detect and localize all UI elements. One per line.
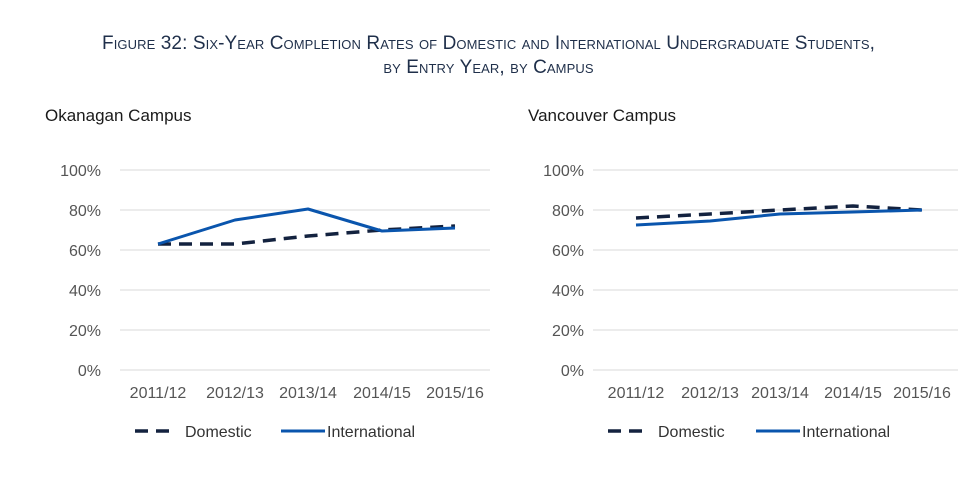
vancouver-chart-panel: Vancouver Campus 0% 20% 40% 60% 80% 100% 2011/… [528, 98, 968, 478]
vancouver-domestic-series-line [635, 204, 923, 220]
vancouver-chart-svg: 0% 20% 40% 60% 80% 100% 2011/12 2012/13 2013/14 2… [543, 163, 958, 441]
okanagan-y-tick-label: 80% [69, 203, 101, 220]
okanagan-y-tick-label: 60% [69, 243, 101, 260]
okanagan-y-tick-label: 20% [69, 323, 101, 340]
vancouver-y-tick-label: 20% [552, 323, 584, 340]
vancouver-y-tick-label: 80% [552, 203, 584, 220]
vancouver-y-tick-label: 0% [561, 363, 584, 380]
okanagan-international-series-line [157, 207, 456, 246]
okanagan-chart-panel: Okanagan Campus 0% 20% 40% 60% 80% 100% 2011/1… [45, 98, 495, 478]
vancouver-legend-domestic-label: Domestic [658, 424, 725, 441]
vancouver-y-tick-label: 60% [552, 243, 584, 260]
okanagan-y-tick-label: 40% [69, 283, 101, 300]
okanagan-x-tick-label: 2014/15 [353, 385, 411, 402]
vancouver-x-tick-label: 2015/16 [893, 385, 951, 402]
okanagan-chart-title: Okanagan Campus [45, 106, 192, 125]
vancouver-international-series-line [635, 208, 923, 227]
okanagan-x-tick-label: 2015/16 [426, 385, 484, 402]
vancouver-legend-international-label: International [802, 424, 890, 441]
vancouver-x-tick-label: 2013/14 [751, 385, 809, 402]
okanagan-y-tick-label: 0% [78, 363, 101, 380]
okanagan-chart-svg: 0% 20% 40% 60% 80% 100% 2011/12 2012/13 2013/14 2… [60, 163, 490, 441]
vancouver-y-tick-label: 40% [552, 283, 584, 300]
figure-title-line-1: Figure 32: Six-Year Completion Rates of … [102, 33, 875, 54]
okanagan-x-tick-label: 2011/12 [130, 385, 187, 402]
okanagan-domestic-series-line [158, 224, 456, 246]
vancouver-y-tick-label: 100% [543, 163, 584, 180]
vancouver-x-tick-label: 2011/12 [608, 385, 665, 402]
vancouver-x-tick-label: 2012/13 [681, 385, 739, 402]
okanagan-x-tick-label: 2013/14 [279, 385, 337, 402]
vancouver-x-tick-label: 2014/15 [824, 385, 882, 402]
vancouver-chart-title: Vancouver Campus [528, 106, 677, 125]
okanagan-x-tick-label: 2012/13 [206, 385, 264, 402]
figure-title-line-2: by Entry Year, by Campus [383, 57, 594, 78]
figure-title: Figure 32: Six-Year Completion Rates of … [0, 32, 977, 80]
okanagan-legend-domestic-label: Domestic [185, 424, 252, 441]
okanagan-y-tick-label: 100% [60, 163, 101, 180]
okanagan-legend-international-label: International [327, 424, 415, 441]
